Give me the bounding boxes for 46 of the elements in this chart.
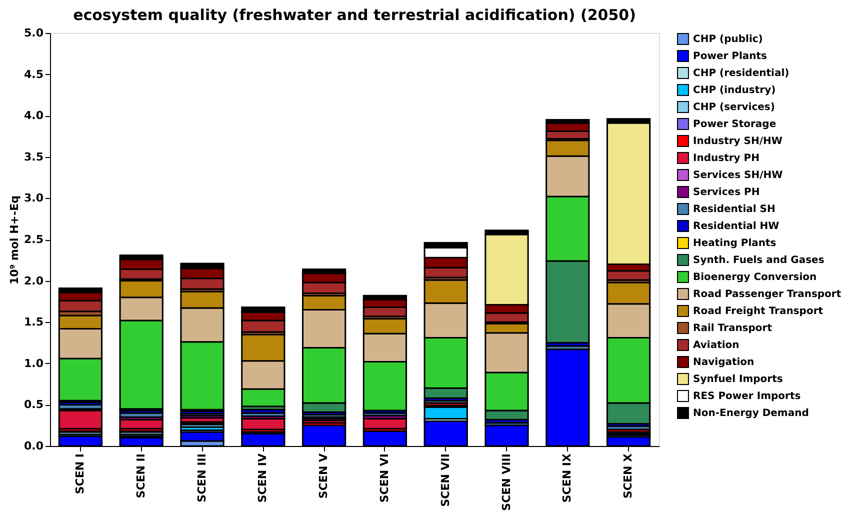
legend-label: Power Storage <box>693 119 776 130</box>
legend-label: Industry SH/HW <box>693 136 782 147</box>
legend-label: Power Plants <box>693 51 768 62</box>
legend-label: CHP (residential) <box>693 68 790 79</box>
y-tick-label: 5.0 <box>24 26 44 40</box>
x-tick-label: SCEN I <box>73 454 86 494</box>
legend-label: Road Freight Transport <box>693 306 824 317</box>
legend-label: Aviation <box>693 340 740 351</box>
legend-label: Navigation <box>693 357 754 368</box>
legend-label: RES Power Imports <box>693 391 801 402</box>
y-tick-label: 4.5 <box>24 68 44 81</box>
legend-label: Residential SH <box>693 204 776 215</box>
y-tick-label: 0.0 <box>24 440 44 452</box>
y-tick-label: 2.0 <box>24 274 44 288</box>
legend-label: CHP (services) <box>693 102 775 113</box>
x-tick-label: SCEN X <box>622 452 635 499</box>
x-tick-label: SCEN VI <box>378 454 391 503</box>
y-tick-label: 1.5 <box>24 316 44 329</box>
y-tick-label: 4.0 <box>24 109 44 122</box>
legend-label: Services PH <box>693 187 760 198</box>
x-tick-label: SCEN II <box>134 454 148 498</box>
legend-label: Synth. Fuels and Gases <box>693 255 824 266</box>
legend-label: Heating Plants <box>693 238 776 249</box>
legend-label: Synfuel Imports <box>693 374 783 385</box>
y-tick-label: 0.5 <box>24 398 44 412</box>
x-tick-label: SCEN VIII <box>500 454 513 511</box>
legend-label: Road Passenger Transport <box>693 289 842 300</box>
x-tick-label: SCEN IV <box>256 453 270 503</box>
legend-label: Industry PH <box>693 153 760 164</box>
y-axis-title: 10⁹ mol H+-Eq <box>8 196 22 284</box>
y-tick-label: 1.0 <box>24 356 44 370</box>
y-tick-label: 3.5 <box>24 150 44 164</box>
legend-label: Residential HW <box>693 221 780 232</box>
legend-label: Services SH/HW <box>693 170 783 181</box>
legend-label: Non-Energy Demand <box>693 408 809 419</box>
y-tick-label: 2.5 <box>24 233 44 246</box>
y-tick-label: 3.0 <box>24 192 44 205</box>
legend-label: Rail Transport <box>693 323 772 334</box>
x-tick-label: SCEN VII <box>438 454 452 507</box>
legend-label: CHP (public) <box>693 34 763 45</box>
chart-title: ecosystem quality (freshwater and terrestrial acidification) (2050) <box>73 6 636 24</box>
x-tick-label: SCEN IX <box>560 452 574 503</box>
x-tick-label: SCEN III <box>195 454 208 502</box>
legend-label: Bioenergy Conversion <box>693 272 817 283</box>
x-tick-label: SCEN V <box>317 453 330 499</box>
legend-label: CHP (industry) <box>693 85 776 96</box>
